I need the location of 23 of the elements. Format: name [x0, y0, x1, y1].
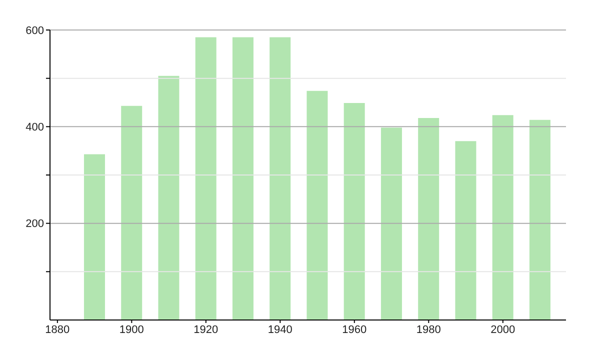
bar [84, 154, 105, 320]
bar [380, 128, 402, 320]
x-tick-label: 1980 [416, 324, 441, 336]
x-tick-label: 1900 [119, 324, 144, 336]
y-tick-label: 600 [26, 24, 44, 37]
bar [455, 141, 476, 320]
bar [232, 37, 254, 320]
bar [306, 90, 328, 320]
x-tick-label: 1920 [194, 324, 218, 336]
x-tick-label: 1880 [45, 324, 70, 336]
x-tick-label: 2000 [490, 324, 516, 336]
y-tick-label: 200 [26, 218, 44, 230]
bar [270, 37, 291, 320]
bar [121, 106, 142, 320]
x-tick-label: 1940 [268, 324, 292, 336]
y-tick-label: 400 [26, 122, 44, 134]
bar [158, 76, 180, 320]
bar [418, 118, 440, 320]
bar [195, 37, 216, 320]
x-tick-label: 1960 [342, 324, 367, 336]
bar [529, 120, 550, 320]
bar [492, 115, 514, 320]
bar [344, 102, 365, 320]
